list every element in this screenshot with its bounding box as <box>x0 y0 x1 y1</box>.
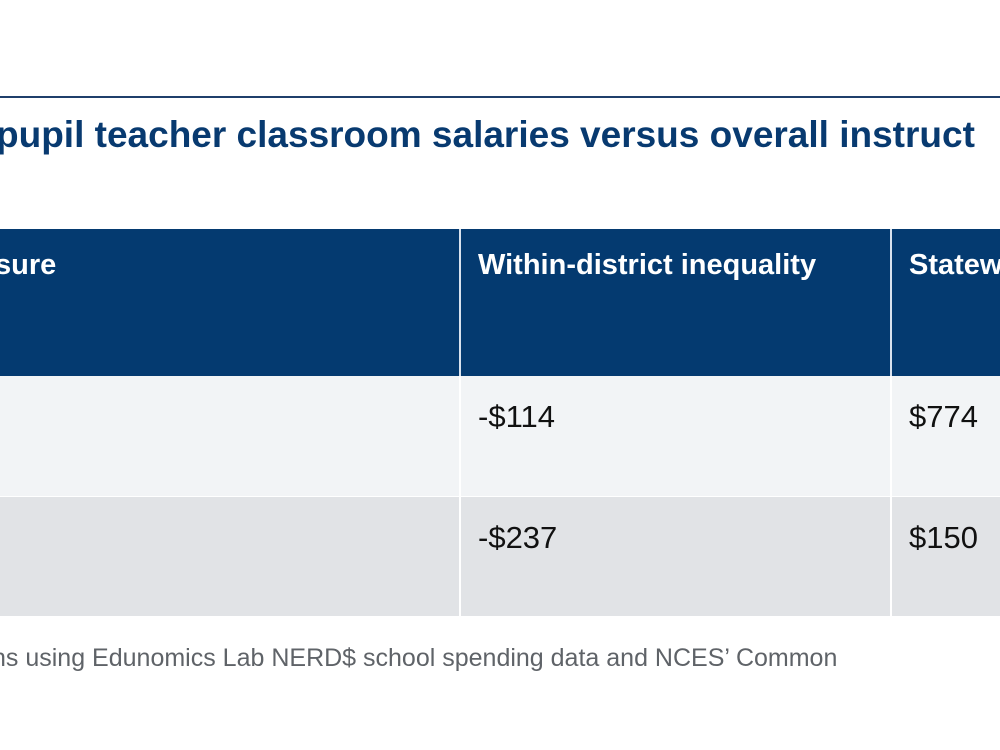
column-header-within-district: Within-district inequality <box>459 229 891 376</box>
table-cell: $150 <box>890 496 1000 616</box>
source-note: ns using Edunomics Lab NERD$ school spen… <box>0 644 838 672</box>
table-cell <box>0 376 460 497</box>
table-row: -$237 $150 <box>0 496 1000 616</box>
data-table: sure Within-district inequality Statew -… <box>0 229 1000 617</box>
table-cell: $774 <box>890 376 1000 497</box>
table-cell: -$237 <box>459 496 891 616</box>
table-header-row: sure Within-district inequality Statew <box>0 229 1000 376</box>
top-rule <box>0 96 1000 98</box>
column-header-measure: sure <box>0 229 460 376</box>
table-cell <box>0 496 460 616</box>
table-row: -$114 $774 <box>0 376 1000 497</box>
column-header-statewide: Statew <box>890 229 1000 376</box>
table-cell: -$114 <box>459 376 891 497</box>
chart-title: pupil teacher classroom salaries versus … <box>0 114 975 155</box>
